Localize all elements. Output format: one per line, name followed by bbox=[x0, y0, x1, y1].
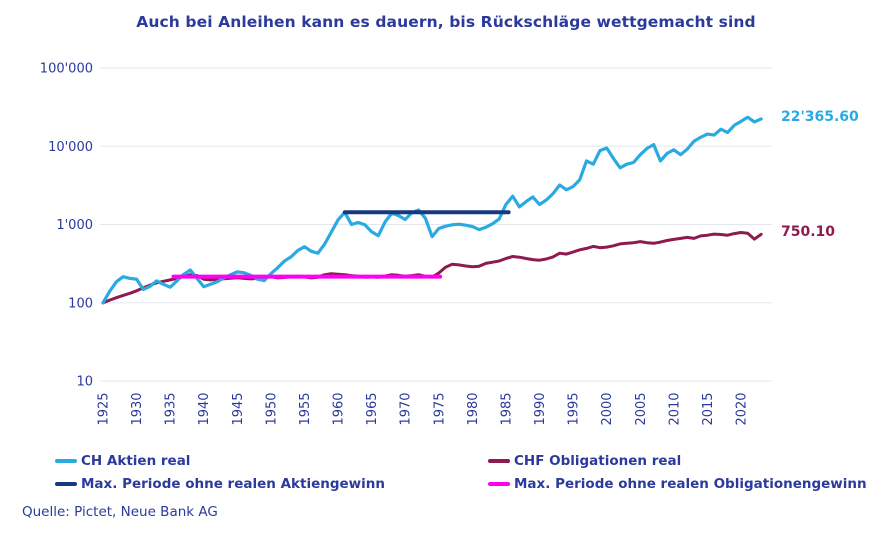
series-ch-aktien-real bbox=[101, 115, 763, 305]
legend-item-ch-aktien-real: CH Aktien real bbox=[55, 453, 488, 469]
y-axis-labels: 100'000 10'000 1'000 100 10 bbox=[40, 62, 93, 390]
svg-text:100: 100 bbox=[68, 296, 93, 311]
legend-label: Max. Periode ohne realen Aktiengewinn bbox=[81, 476, 385, 492]
legend-item-max-periode-aktiengewinn: Max. Periode ohne realen Aktiengewinn bbox=[55, 476, 488, 492]
end-label-aktien: 22'365.60 bbox=[781, 109, 859, 125]
svg-text:1960: 1960 bbox=[332, 392, 347, 425]
svg-text:1935: 1935 bbox=[164, 392, 179, 425]
legend-item-chf-obligationen-real: CHF Obligationen real bbox=[488, 453, 867, 469]
legend-line-swatch-max-obligationen bbox=[488, 482, 510, 486]
x-axis-labels: 1925 1930 1935 1940 1945 1950 1955 1960 1965 1970… bbox=[97, 392, 750, 425]
chart-title: Auch bei Anleihen kann es dauern, bis Rü… bbox=[136, 13, 756, 31]
chart-legend: CH Aktien real CHF Obligationen real Max… bbox=[55, 453, 867, 492]
svg-text:100'000: 100'000 bbox=[40, 62, 93, 77]
svg-text:10: 10 bbox=[76, 375, 93, 390]
svg-text:1970: 1970 bbox=[399, 392, 414, 425]
svg-text:1955: 1955 bbox=[298, 392, 313, 425]
svg-text:2010: 2010 bbox=[667, 392, 682, 425]
svg-text:2015: 2015 bbox=[701, 392, 716, 425]
svg-text:1930: 1930 bbox=[130, 392, 145, 425]
end-label-obligationen: 750.10 bbox=[781, 224, 836, 240]
svg-text:1945: 1945 bbox=[231, 392, 246, 425]
legend-label: Max. Periode ohne realen Obligationengew… bbox=[514, 476, 867, 492]
svg-text:1950: 1950 bbox=[264, 392, 279, 425]
svg-text:2020: 2020 bbox=[735, 392, 750, 425]
legend-line-swatch-aktien bbox=[55, 459, 77, 463]
legend-label: CH Aktien real bbox=[81, 453, 191, 469]
svg-text:1985: 1985 bbox=[499, 392, 514, 425]
svg-text:1'000: 1'000 bbox=[56, 218, 93, 233]
svg-text:10'000: 10'000 bbox=[48, 140, 93, 155]
y-gridlines bbox=[100, 67, 772, 382]
svg-text:1940: 1940 bbox=[197, 392, 212, 425]
svg-text:1990: 1990 bbox=[533, 392, 548, 425]
svg-text:1995: 1995 bbox=[567, 392, 582, 425]
svg-text:1980: 1980 bbox=[466, 392, 481, 425]
legend-line-swatch-max-aktien bbox=[55, 482, 77, 486]
legend-label: CHF Obligationen real bbox=[514, 453, 682, 469]
source-note: Quelle: Pictet, Neue Bank AG bbox=[22, 504, 218, 520]
svg-text:2000: 2000 bbox=[600, 392, 615, 425]
svg-text:2005: 2005 bbox=[634, 392, 649, 425]
svg-text:1975: 1975 bbox=[432, 392, 447, 425]
svg-text:1925: 1925 bbox=[97, 392, 112, 425]
legend-line-swatch-obligationen bbox=[488, 459, 510, 463]
legend-item-max-periode-obligationengewinn: Max. Periode ohne realen Obligationengew… bbox=[488, 476, 867, 492]
series-chf-obligationen-real bbox=[101, 231, 763, 305]
svg-text:1965: 1965 bbox=[365, 392, 380, 425]
